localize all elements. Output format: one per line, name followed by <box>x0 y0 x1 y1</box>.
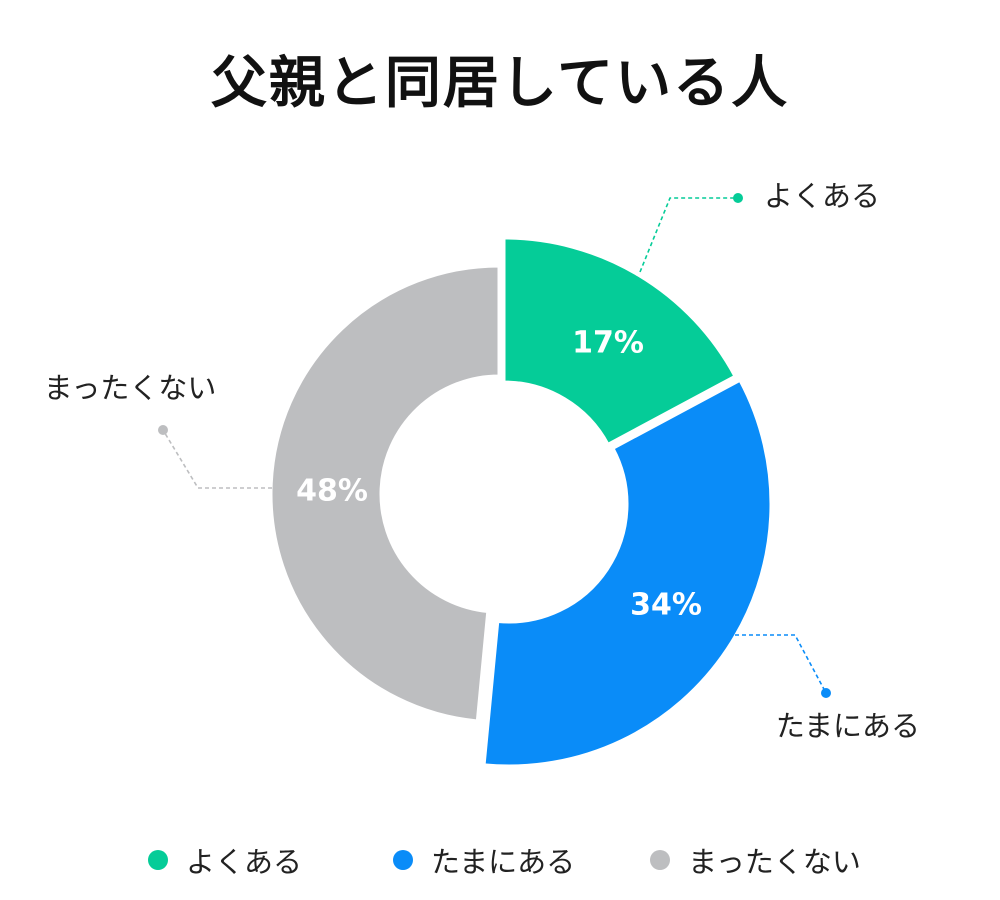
callout-label: よくある <box>764 179 880 213</box>
leader-line <box>162 429 272 489</box>
leader-line <box>728 634 827 694</box>
legend-label: よくある <box>186 845 303 879</box>
legend-item-mattaku: まったくない <box>650 838 861 882</box>
legend-label: たまにある <box>431 845 576 879</box>
legend-dot <box>148 850 168 870</box>
legend: よくある たまにある まったくない <box>0 838 1000 882</box>
leader-dot <box>821 688 831 698</box>
value-labels: 17% 34% 48% <box>296 326 702 623</box>
chart-title: 父親と同居している人 <box>210 51 790 116</box>
slice-2 <box>269 264 501 723</box>
legend-dot <box>393 850 413 870</box>
value-label: 17% <box>572 326 644 361</box>
callout-label: たまにある <box>776 709 920 743</box>
callout-label: まったくない <box>44 371 217 405</box>
leader-dot <box>158 425 168 435</box>
legend-dot <box>650 850 670 870</box>
legend-item-yoku: よくある <box>148 838 302 882</box>
legend-label: まったくない <box>688 845 861 879</box>
slice-0 <box>502 236 737 447</box>
value-label: 34% <box>630 588 702 623</box>
leader-dot <box>733 193 743 203</box>
donut-slices <box>269 236 773 768</box>
leader-lines <box>158 193 831 698</box>
slice-1 <box>482 378 773 768</box>
leader-line <box>639 197 738 273</box>
value-label: 48% <box>296 474 368 509</box>
legend-item-tamani: たまにある <box>393 838 575 882</box>
